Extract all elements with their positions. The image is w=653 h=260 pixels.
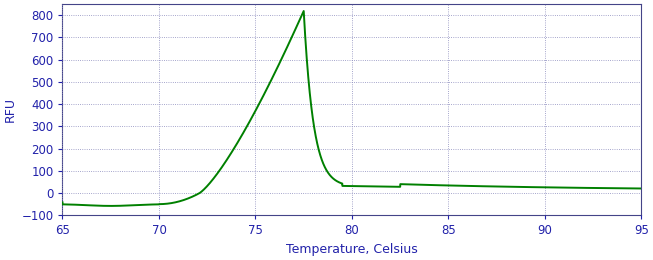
Y-axis label: RFU: RFU (4, 97, 17, 122)
X-axis label: Temperature, Celsius: Temperature, Celsius (286, 243, 418, 256)
